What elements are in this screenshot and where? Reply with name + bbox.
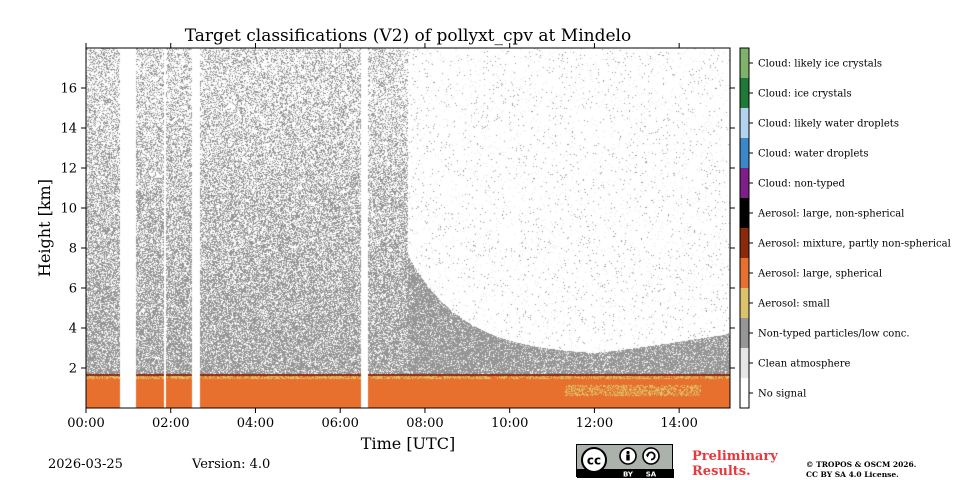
legend-swatch xyxy=(740,318,749,349)
plot-area xyxy=(86,48,730,408)
preliminary-line2: Results. xyxy=(692,464,751,479)
legend-label: Cloud: non-typed xyxy=(758,179,846,190)
legend-label: Cloud: water droplets xyxy=(758,149,869,160)
legend-swatch xyxy=(740,228,749,259)
by-label: BY xyxy=(623,471,634,479)
y-tick-label: 12 xyxy=(60,162,77,177)
y-tick-label: 16 xyxy=(60,82,77,97)
legend-label: Non-typed particles/low conc. xyxy=(758,329,910,340)
x-tick-label: 12:00 xyxy=(576,416,613,431)
y-axis: 2 4 6 8 10 12 14 16 xyxy=(60,82,735,377)
cc-text: cc xyxy=(587,454,601,468)
legend-label: Aerosol: mixture, partly non-spherical xyxy=(757,239,951,250)
legend-swatch xyxy=(740,78,749,109)
cc-license-badge: cc BY SA xyxy=(576,444,674,479)
footer-date: 2026-03-25 xyxy=(48,457,123,472)
y-tick-label: 10 xyxy=(60,202,77,217)
preliminary-results: Preliminary Results. xyxy=(692,449,792,479)
legend-label: Aerosol: large, non-spherical xyxy=(757,209,904,220)
copyright-line1: © TROPOS & OSCM 2026. xyxy=(806,460,917,469)
legend-swatch xyxy=(740,348,749,379)
legend-label: Cloud: likely ice crystals xyxy=(758,59,882,70)
legend-label: Cloud: likely water droplets xyxy=(758,119,899,130)
x-tick-label: 06:00 xyxy=(321,416,358,431)
y-tick-label: 4 xyxy=(69,322,77,337)
legend-swatch xyxy=(740,198,749,229)
x-tick-label: 14:00 xyxy=(660,416,697,431)
legend-swatch xyxy=(740,138,749,169)
sa-label: SA xyxy=(646,471,657,479)
copyright-notice: © TROPOS & OSCM 2026. CC BY SA 4.0 Licen… xyxy=(806,460,946,480)
plot-frame xyxy=(85,47,731,409)
legend-label: No signal xyxy=(758,389,806,400)
legend-swatch xyxy=(740,48,749,79)
y-tick-label: 6 xyxy=(69,282,77,297)
chart-title: Target classifications (V2) of pollyxt_c… xyxy=(185,26,631,46)
preliminary-line1: Preliminary xyxy=(692,449,778,464)
x-tick-label: 08:00 xyxy=(406,416,443,431)
colorbar-frame xyxy=(739,47,750,409)
y-tick-label: 14 xyxy=(60,122,77,137)
legend-label: Cloud: ice crystals xyxy=(758,89,852,100)
y-tick-label: 8 xyxy=(69,242,77,257)
legend-swatch xyxy=(740,288,749,319)
cc-icon xyxy=(581,447,607,473)
x-tick-label: 04:00 xyxy=(237,416,274,431)
sa-share-icon xyxy=(642,447,660,465)
y-tick-label: 2 xyxy=(69,362,77,377)
x-tick-label: 00:00 xyxy=(67,416,104,431)
x-tick-label: 02:00 xyxy=(152,416,189,431)
footer-version: Version: 4.0 xyxy=(192,457,271,472)
x-axis: 00:00 02:00 04:00 06:00 08:00 10:00 12:00 14:00 xyxy=(67,43,698,431)
classification-raster xyxy=(86,48,730,408)
x-axis-label: Time [UTC] xyxy=(361,434,455,453)
legend-label: Aerosol: small xyxy=(757,299,830,310)
legend-swatch xyxy=(740,168,749,199)
copyright-line2: CC BY SA 4.0 License. xyxy=(806,470,899,479)
legend-swatch xyxy=(740,258,749,289)
x-tick-label: 10:00 xyxy=(491,416,528,431)
legend-swatch xyxy=(740,378,749,409)
legend-swatch xyxy=(740,108,749,139)
legend-label: Clean atmosphere xyxy=(758,359,851,370)
colorbar-legend: Cloud: likely ice crystals Cloud: ice cry… xyxy=(739,47,951,409)
y-axis-label: Height [km] xyxy=(35,179,54,277)
legend-label: Aerosol: large, spherical xyxy=(757,269,882,280)
